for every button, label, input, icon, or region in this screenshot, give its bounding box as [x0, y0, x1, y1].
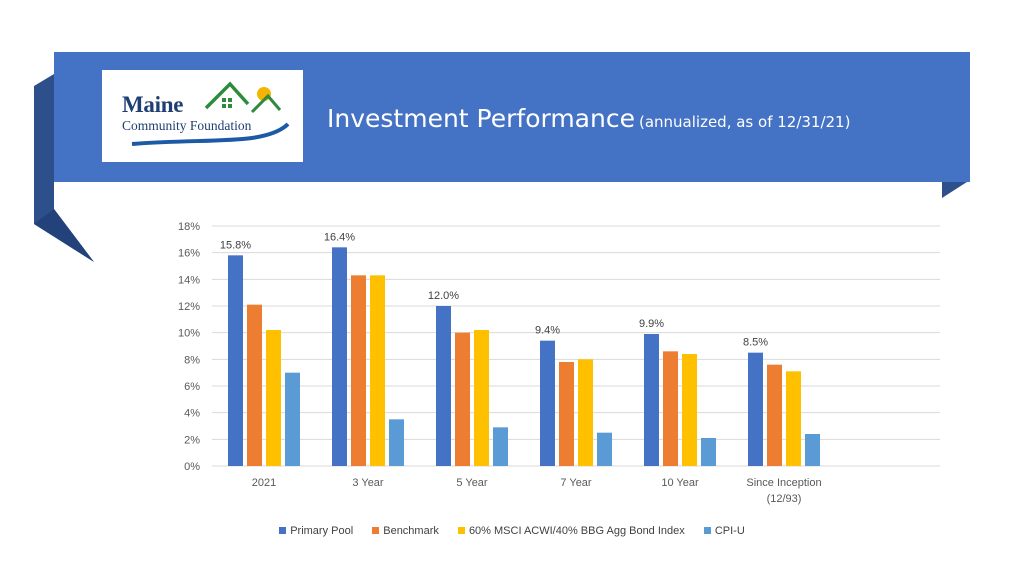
- y-tick-label: 4%: [184, 408, 200, 420]
- bar: [578, 359, 593, 466]
- x-tick-label: 7 Year: [560, 477, 592, 489]
- data-label: 9.4%: [535, 325, 560, 337]
- river-icon: [131, 122, 290, 146]
- data-label: 9.9%: [639, 318, 664, 330]
- bar: [351, 275, 366, 466]
- data-label: 16.4%: [324, 231, 355, 243]
- logo: Maine Community Foundation: [102, 70, 303, 162]
- bar: [436, 306, 451, 466]
- bar: [247, 304, 262, 466]
- legend-label: Primary Pool: [290, 525, 354, 537]
- x-tick-label: 3 Year: [352, 477, 384, 489]
- legend-label: 60% MSCI ACWI/40% BBG Agg Bond Index: [468, 525, 685, 537]
- bar: [559, 362, 574, 466]
- bar: [389, 419, 404, 466]
- legend-label: Benchmark: [383, 525, 439, 537]
- bar: [455, 332, 470, 466]
- bar: [285, 372, 300, 466]
- house-icon: [204, 81, 250, 110]
- bar: [540, 340, 555, 466]
- data-label: 15.8%: [220, 239, 251, 251]
- bar: [493, 427, 508, 466]
- y-tick-label: 18%: [178, 221, 200, 233]
- legend-swatch: [703, 527, 711, 534]
- bar: [474, 330, 489, 466]
- legend-swatch: [279, 527, 287, 534]
- page-title: Investment Performance (annualized, as of…: [327, 104, 850, 133]
- x-tick-label: 5 Year: [456, 477, 488, 489]
- bar: [786, 371, 801, 466]
- legend-swatch: [372, 527, 380, 534]
- x-tick-label: 10 Year: [661, 477, 699, 489]
- legend-label: CPI-U: [714, 525, 745, 537]
- bar: [644, 334, 659, 466]
- legend-item-primary-pool: Primary Pool: [279, 525, 353, 537]
- banner-fold-right: [942, 180, 970, 198]
- y-tick-label: 2%: [184, 434, 200, 446]
- data-label: 12.0%: [428, 290, 459, 302]
- y-tick-label: 8%: [184, 354, 200, 366]
- y-tick-label: 10%: [178, 328, 200, 340]
- bar: [266, 330, 281, 466]
- chart-legend: Primary Pool Benchmark 60% MSCI ACWI/40%…: [0, 525, 1024, 537]
- y-tick-label: 12%: [178, 301, 200, 313]
- banner-fold-left: [34, 74, 94, 262]
- x-tick-label: (12/93): [767, 493, 802, 505]
- legend-swatch: [457, 527, 465, 534]
- bar: [682, 354, 697, 466]
- legend-item-benchmark: Benchmark: [372, 525, 439, 537]
- title-main: Investment Performance: [327, 104, 635, 133]
- bar: [228, 255, 243, 466]
- logo-text-community-foundation: Community Foundation: [122, 118, 252, 133]
- data-label: 8.5%: [743, 337, 768, 349]
- y-tick-label: 0%: [184, 461, 200, 473]
- y-tick-label: 16%: [178, 248, 200, 260]
- bar: [701, 438, 716, 466]
- title-subtitle: (annualized, as of 12/31/21): [638, 113, 851, 131]
- bar: [748, 352, 763, 466]
- y-tick-label: 14%: [178, 274, 200, 286]
- bar: [332, 247, 347, 466]
- bar: [805, 434, 820, 466]
- legend-item-msci-bbg-index: 60% MSCI ACWI/40% BBG Agg Bond Index: [457, 525, 685, 537]
- bar: [767, 364, 782, 466]
- bar: [597, 432, 612, 466]
- bar: [370, 275, 385, 466]
- x-tick-label: 2021: [252, 477, 276, 489]
- x-tick-label: Since Inception: [746, 477, 821, 489]
- legend-item-cpi-u: CPI-U: [703, 525, 745, 537]
- logo-text-maine: Maine: [122, 92, 184, 117]
- y-tick-label: 6%: [184, 381, 200, 393]
- bar: [663, 351, 678, 466]
